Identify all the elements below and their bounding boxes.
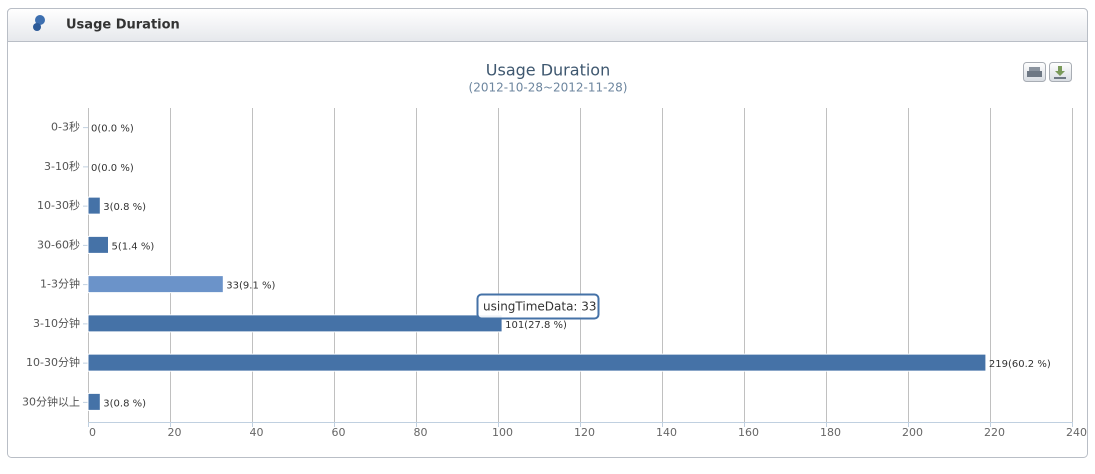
- x-tick-label: 20: [168, 426, 182, 439]
- y-tick-label: 1-3分钟: [40, 277, 80, 291]
- x-tick-label: 40: [250, 426, 264, 439]
- value-label: 219(60.2 %): [989, 359, 1051, 370]
- y-tick-label: 3-10秒: [44, 159, 80, 173]
- chart-title: Usage Duration: [486, 61, 610, 80]
- y-tick-label: 30分钟以上: [22, 394, 80, 408]
- plot-area: 0 20 40 60 80 100 120 140 160 180 200 220 240 0-3秒 0(0…: [22, 108, 1087, 439]
- x-tick-label: 200: [902, 426, 923, 439]
- y-tick-label: 3-10分钟: [33, 316, 80, 330]
- value-label: 0(0.0 %): [91, 163, 134, 174]
- panel-header: [7, 8, 1088, 42]
- bar: [87, 314, 503, 333]
- bar: [87, 392, 101, 411]
- y-tick-label: 10-30秒: [37, 198, 80, 212]
- value-label: 5(1.4 %): [112, 241, 155, 252]
- x-tick-label: 140: [656, 426, 677, 439]
- x-tick-label: 220: [984, 426, 1005, 439]
- x-tick-label: 100: [492, 426, 513, 439]
- y-tick-label: 0-3秒: [51, 120, 80, 134]
- bar: [87, 196, 101, 215]
- tooltip: usingTimeData: 33: [476, 293, 600, 320]
- x-tick-label: 80: [414, 426, 428, 439]
- tooltip-text: usingTimeData: 33: [483, 300, 597, 314]
- y-tick-label: 30-60秒: [37, 237, 80, 251]
- value-label: 33(9.1 %): [226, 281, 275, 292]
- x-tick-label: 60: [332, 426, 346, 439]
- x-tick-label: 0: [89, 426, 96, 439]
- bar: [87, 235, 109, 254]
- y-tick-label: 10-30分钟: [26, 355, 80, 369]
- bar: [87, 353, 987, 372]
- value-label: 0(0.0 %): [91, 124, 134, 135]
- chart-subtitle: (2012-10-28~2012-11-28): [469, 81, 628, 95]
- panel-title: Usage Duration: [66, 18, 180, 33]
- x-tick-label: 180: [820, 426, 841, 439]
- x-tick-label: 120: [574, 426, 595, 439]
- value-label: 3(0.8 %): [103, 202, 146, 213]
- x-tick-label: 160: [738, 426, 759, 439]
- print-button[interactable]: [1023, 62, 1046, 82]
- bar: [87, 275, 224, 294]
- panel-icon: [33, 15, 45, 31]
- x-tick-label: 240: [1066, 426, 1087, 439]
- export-button[interactable]: [1049, 62, 1072, 82]
- value-label: 101(27.8 %): [505, 320, 567, 331]
- value-label: 3(0.8 %): [103, 398, 146, 409]
